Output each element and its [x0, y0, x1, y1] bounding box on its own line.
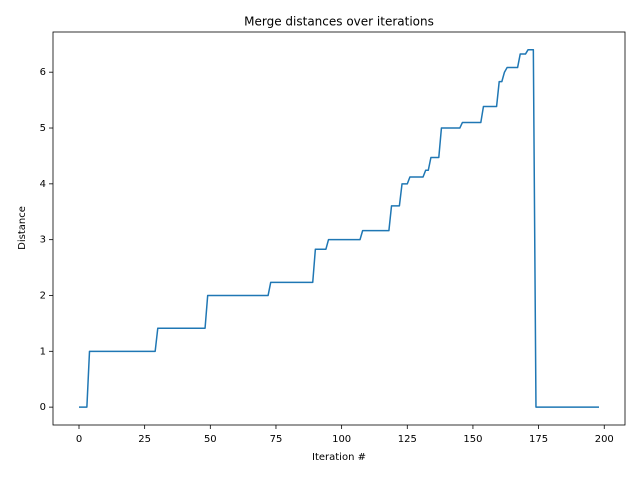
- y-tick-label: 0: [40, 402, 46, 413]
- y-tick-label: 4: [40, 179, 46, 190]
- x-tick-label: 25: [138, 434, 151, 445]
- chart-title: Merge distances over iterations: [244, 15, 434, 29]
- y-tick-label: 5: [40, 123, 46, 134]
- x-tick-label: 50: [204, 434, 217, 445]
- x-tick-label: 175: [529, 434, 548, 445]
- x-tick-label: 200: [595, 434, 614, 445]
- x-tick-label: 75: [270, 434, 283, 445]
- x-axis-label: Iteration #: [312, 452, 366, 463]
- y-axis-label: Distance: [17, 206, 28, 250]
- x-tick-label: 125: [398, 434, 417, 445]
- y-tick-label: 6: [40, 67, 46, 78]
- x-tick-label: 150: [463, 434, 482, 445]
- x-tick-label: 0: [76, 434, 82, 445]
- y-tick-label: 3: [40, 235, 46, 246]
- y-tick-label: 1: [40, 346, 46, 357]
- axes-frame: [52, 31, 626, 426]
- data-line: [79, 48, 599, 408]
- x-tick-label: 100: [332, 434, 351, 445]
- y-tick-label: 2: [40, 290, 46, 301]
